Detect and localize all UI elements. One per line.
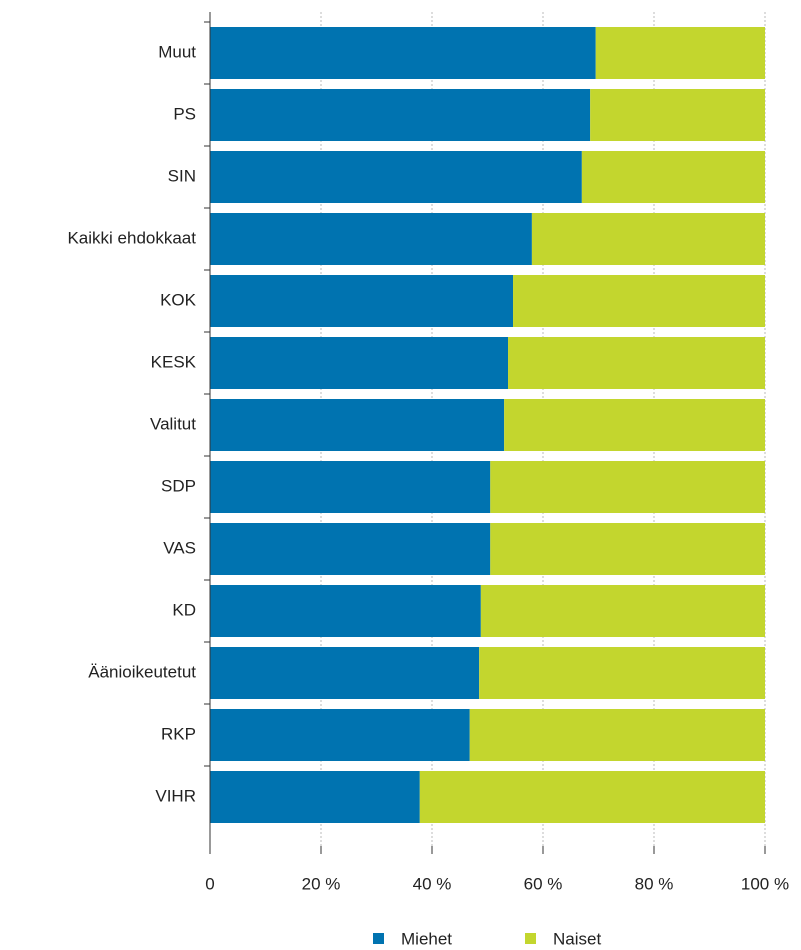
bar (581, 151, 765, 203)
bar (210, 399, 505, 451)
x-tick-label: 80 % (635, 874, 674, 893)
bar (504, 399, 765, 451)
bar (419, 771, 765, 823)
bar (210, 27, 596, 79)
bar (210, 709, 470, 761)
x-tick-label: 40 % (413, 874, 452, 893)
y-tick-label: Kaikki ehdokkaat (67, 228, 196, 247)
x-tick-label: 0 (205, 874, 214, 893)
legend-label: Miehet (401, 929, 452, 948)
bar (513, 275, 765, 327)
bar (480, 585, 765, 637)
x-tick-label: 100 % (741, 874, 789, 893)
bar (210, 461, 491, 513)
x-tick-label: 60 % (524, 874, 563, 893)
bar (210, 151, 582, 203)
y-tick-label: Äänioikeutetut (88, 662, 196, 681)
bar (595, 27, 765, 79)
y-tick-label: RKP (161, 724, 196, 743)
y-tick-label: PS (173, 104, 196, 123)
bar (210, 213, 532, 265)
bar (490, 461, 765, 513)
bar (210, 771, 420, 823)
bar (508, 337, 765, 389)
y-tick-label: KD (172, 600, 196, 619)
y-tick-label: Valitut (150, 414, 196, 433)
bar (469, 709, 765, 761)
y-tick-label: KESK (151, 352, 197, 371)
bar (210, 337, 509, 389)
bar (210, 89, 591, 141)
bar (590, 89, 765, 141)
y-tick-label: VIHR (155, 786, 196, 805)
y-tick-label: Muut (158, 42, 196, 61)
x-tick-label: 20 % (302, 874, 341, 893)
bar (210, 585, 481, 637)
bar (210, 275, 514, 327)
bar (210, 523, 491, 575)
y-tick-label: VAS (163, 538, 196, 557)
legend-swatch (373, 933, 384, 944)
bar (490, 523, 765, 575)
legend-swatch (525, 933, 536, 944)
y-tick-label: KOK (160, 290, 197, 309)
legend-label: Naiset (553, 929, 601, 948)
y-tick-label: SIN (168, 166, 196, 185)
bar (479, 647, 765, 699)
bar (531, 213, 765, 265)
bar (210, 647, 480, 699)
y-tick-label: SDP (161, 476, 196, 495)
